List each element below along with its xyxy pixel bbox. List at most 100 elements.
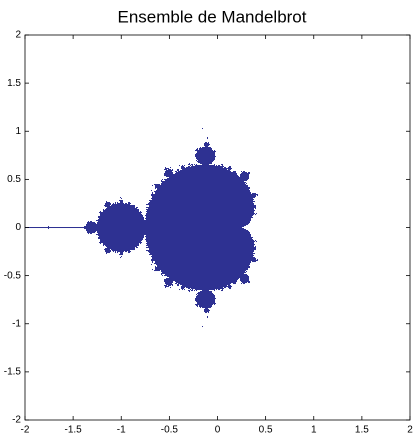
set-region	[128, 203, 131, 205]
set-region	[228, 285, 231, 287]
set-region	[196, 149, 198, 151]
set-region	[97, 222, 250, 224]
set-region	[86, 225, 246, 227]
set-region	[147, 242, 254, 244]
set-region	[117, 251, 124, 253]
x-tick-label: -0.5	[161, 425, 179, 436]
set-region	[241, 281, 250, 283]
set-region	[106, 201, 107, 203]
set-region	[196, 296, 215, 298]
set-region	[194, 164, 195, 166]
set-region	[169, 177, 249, 179]
y-tick-label: 0.5	[7, 174, 21, 185]
set-region	[162, 272, 246, 274]
set-region	[208, 142, 209, 144]
set-region	[98, 233, 250, 235]
set-region	[177, 170, 179, 172]
set-region	[204, 143, 209, 145]
set-region	[152, 258, 256, 260]
set-region	[165, 180, 247, 182]
set-region	[157, 188, 250, 190]
set-region	[106, 208, 137, 210]
set-region	[152, 262, 153, 264]
set-region	[155, 192, 251, 194]
set-region	[149, 200, 253, 202]
set-region	[204, 311, 209, 313]
set-region	[120, 253, 123, 255]
set-region	[136, 207, 138, 209]
set-region	[199, 148, 212, 150]
set-region	[176, 282, 236, 284]
set-region	[145, 218, 251, 220]
set-region	[155, 266, 156, 268]
set-region	[105, 245, 139, 247]
set-region	[148, 208, 254, 210]
set-region	[151, 256, 253, 258]
set-region	[100, 214, 142, 216]
set-region	[152, 199, 254, 201]
set-region	[166, 170, 173, 172]
set-region	[106, 252, 110, 254]
set-region	[181, 287, 185, 289]
set-region	[84, 228, 244, 230]
set-region	[146, 219, 251, 221]
set-region	[216, 289, 217, 291]
set-region	[221, 164, 223, 166]
set-region	[115, 202, 116, 204]
set-region	[177, 285, 179, 287]
set-region	[202, 147, 211, 149]
set-region	[149, 254, 253, 256]
y-tick-label: 0	[15, 222, 21, 233]
set-region	[148, 251, 254, 253]
set-region	[128, 251, 131, 253]
set-region	[180, 170, 230, 172]
set-region	[198, 292, 212, 294]
set-region	[175, 283, 177, 285]
set-region	[186, 287, 223, 289]
set-region	[161, 270, 246, 272]
set-region	[151, 198, 253, 200]
set-region	[115, 203, 116, 205]
set-region	[162, 179, 163, 181]
set-region	[233, 171, 236, 173]
set-region	[151, 260, 258, 262]
set-region	[167, 178, 249, 180]
set-region	[195, 299, 215, 301]
set-region	[87, 223, 96, 225]
set-region	[152, 192, 153, 194]
set-region	[165, 287, 166, 289]
set-region	[88, 221, 89, 223]
y-tick-label: 1	[15, 126, 21, 137]
set-region	[243, 283, 245, 285]
set-region	[155, 185, 248, 187]
set-region	[197, 148, 198, 150]
set-region	[121, 198, 122, 200]
set-region	[166, 278, 239, 280]
set-region	[189, 291, 190, 293]
set-region	[199, 306, 212, 308]
set-region	[240, 280, 249, 282]
set-region	[257, 259, 258, 261]
set-region	[188, 290, 190, 292]
set-region	[196, 157, 215, 159]
set-region	[152, 255, 254, 257]
set-region	[146, 213, 255, 215]
set-region	[152, 261, 153, 263]
set-region	[115, 251, 116, 253]
set-region	[222, 165, 223, 167]
set-region	[190, 165, 191, 167]
set-region	[111, 205, 135, 207]
set-region	[178, 171, 231, 173]
set-region	[204, 309, 209, 311]
set-region	[200, 291, 212, 293]
x-tick-label: -1	[117, 425, 126, 436]
y-tick-label: -1.5	[4, 367, 22, 378]
set-region	[188, 288, 190, 290]
set-region	[207, 138, 208, 140]
set-region	[181, 286, 232, 288]
set-region	[240, 278, 249, 280]
set-region	[96, 220, 251, 222]
set-region	[149, 249, 256, 251]
set-region	[98, 237, 144, 239]
set-region	[104, 249, 110, 251]
